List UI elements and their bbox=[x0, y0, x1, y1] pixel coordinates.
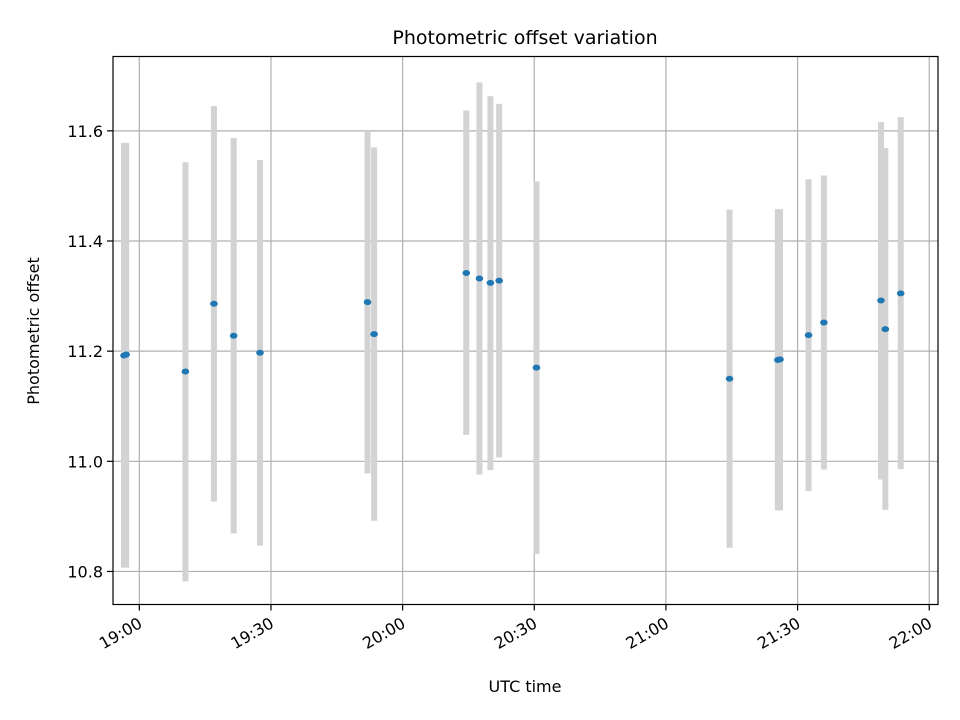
x-axis-label: UTC time bbox=[489, 677, 562, 696]
y-tick-label: 11.6 bbox=[67, 122, 103, 141]
x-tick-label: 19:30 bbox=[228, 614, 277, 654]
data-point bbox=[475, 275, 484, 282]
data-point bbox=[210, 300, 218, 307]
grid bbox=[113, 56, 938, 605]
data-point bbox=[462, 269, 471, 276]
data-point bbox=[776, 356, 784, 363]
y-axis-label: Photometric offset bbox=[24, 257, 43, 405]
data-point bbox=[363, 299, 372, 306]
data-point bbox=[881, 326, 890, 333]
data-point bbox=[229, 332, 238, 339]
data-point bbox=[725, 375, 734, 382]
x-tick-label: 20:00 bbox=[359, 614, 408, 654]
data-point bbox=[804, 332, 813, 339]
x-tick-label: 20:30 bbox=[491, 614, 540, 654]
data-point bbox=[370, 331, 378, 338]
chart-title: Photometric offset variation bbox=[392, 27, 657, 49]
data-point bbox=[896, 290, 905, 297]
data-points bbox=[120, 269, 905, 382]
data-point bbox=[495, 277, 503, 284]
data-point bbox=[181, 368, 190, 375]
y-tick-label: 11.2 bbox=[67, 342, 103, 361]
data-point bbox=[122, 351, 130, 358]
x-tick-label: 21:00 bbox=[622, 614, 671, 654]
x-tick-label: 19:00 bbox=[96, 614, 145, 654]
x-tick-label: 22:00 bbox=[886, 614, 935, 654]
error-bars bbox=[120, 82, 904, 582]
data-point bbox=[877, 297, 885, 304]
data-point bbox=[486, 279, 495, 286]
x-tick-label: 21:30 bbox=[754, 614, 803, 654]
data-point bbox=[532, 364, 541, 371]
data-point bbox=[256, 349, 264, 356]
y-tick-label: 11.4 bbox=[67, 232, 103, 251]
y-tick-label: 11.0 bbox=[67, 452, 103, 471]
x-axis: 19:00 19:30 20:00 20:30 21:00 21:30 22:00 bbox=[96, 604, 935, 654]
plot-frame bbox=[112, 55, 939, 606]
y-tick-label: 10.8 bbox=[67, 562, 103, 581]
y-axis: 10.8 11.0 11.2 11.4 11.6 bbox=[67, 122, 113, 581]
data-point bbox=[820, 319, 828, 326]
